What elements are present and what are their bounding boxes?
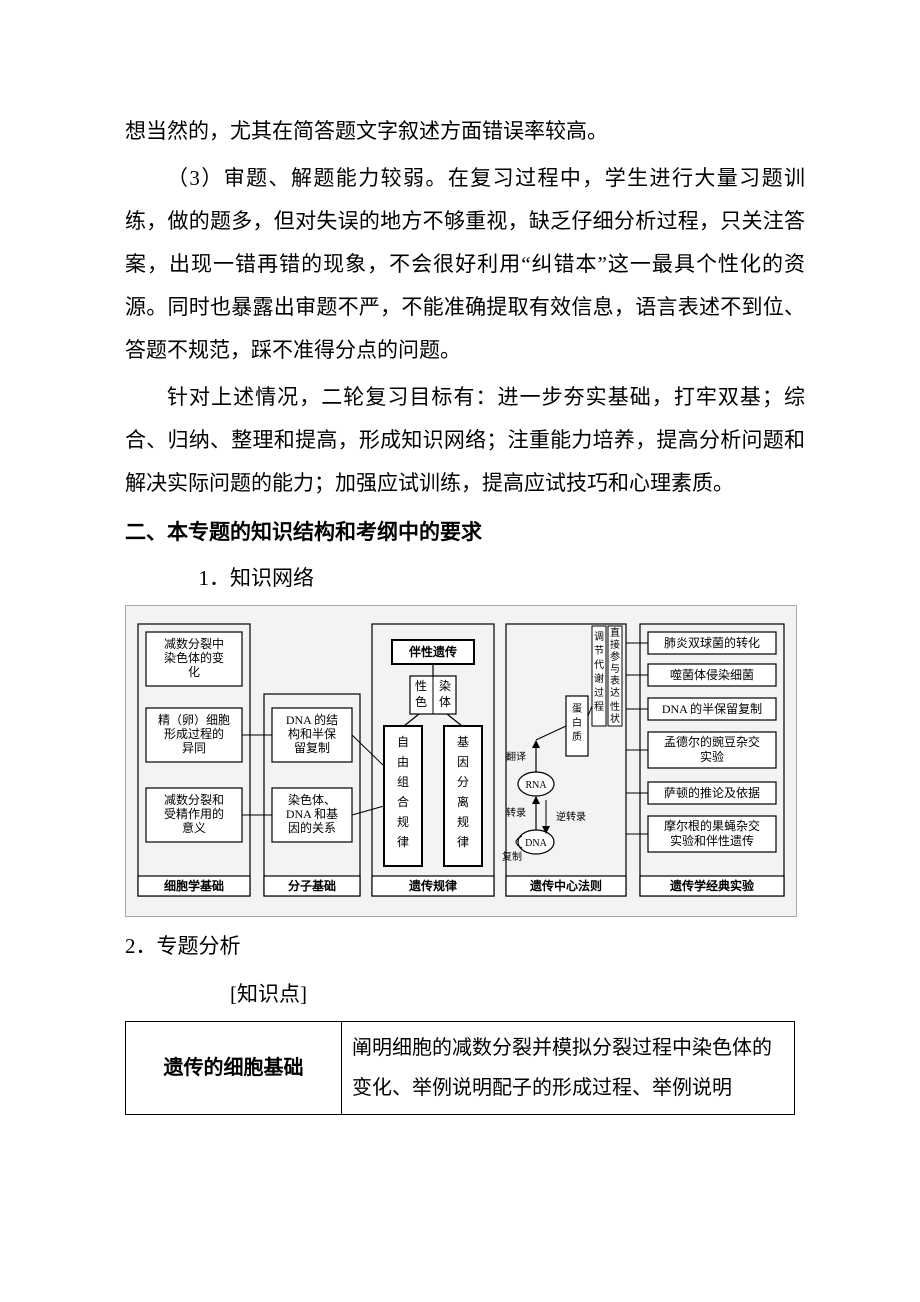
svg-text:化: 化	[188, 665, 200, 679]
box-mendel-pea: 孟德尔的豌豆杂交	[664, 734, 760, 749]
svg-text:实验和伴性遗传: 实验和伴性遗传	[670, 833, 754, 848]
svg-text:状: 状	[610, 712, 620, 725]
svg-text:染: 染	[439, 678, 451, 693]
kp-row-content: 阐明细胞的减数分裂并模拟分裂过程中染色体的变化、举例说明配子的形成过程、举例说明	[342, 1022, 795, 1115]
box-sutton: 萨顿的推论及依据	[664, 785, 760, 800]
document-page: 想当然的，尤其在简答题文字叙述方面错误率较高。 （3）审题、解题能力较弱。在复习…	[0, 0, 920, 1302]
svg-text:转录: 转录	[506, 806, 526, 819]
svg-text:规: 规	[397, 814, 409, 829]
svg-text:质: 质	[572, 731, 582, 743]
section-heading-2: 二、本专题的知识结构和考纲中的要求	[125, 511, 805, 553]
paragraph-item-3: （3）审题、解题能力较弱。在复习过程中，学生进行大量习题训练，做的题多，但对失误…	[125, 157, 805, 372]
svg-text:达: 达	[610, 687, 620, 699]
list-item-1: 1．知识网络	[125, 557, 805, 599]
svg-text:DNA 和基: DNA 和基	[286, 807, 338, 821]
svg-text:律: 律	[397, 835, 409, 849]
box-meiosis-fertilization: 减数分裂和	[164, 792, 224, 807]
paragraph-goals: 针对上述情况，二轮复习目标有：进一步夯实基础，打牢双基；综合、归纳、整理和提高，…	[125, 376, 805, 505]
svg-text:程: 程	[594, 701, 604, 713]
svg-text:染色体的变: 染色体的变	[164, 650, 224, 665]
box-phage-infection: 噬菌体侵染细菌	[670, 667, 754, 682]
svg-text:与: 与	[610, 663, 620, 675]
cat-classic-experiments: 遗传学经典实验	[669, 878, 755, 893]
svg-text:直: 直	[610, 626, 620, 639]
svg-text:因的关系: 因的关系	[288, 820, 336, 835]
paragraph-continuation: 想当然的，尤其在简答题文字叙述方面错误率较高。	[125, 110, 805, 153]
svg-text:组: 组	[397, 775, 409, 789]
dogma-dna: DNA	[525, 838, 547, 849]
cat-cell-basis: 细胞学基础	[164, 878, 224, 893]
svg-text:规: 规	[457, 814, 469, 829]
svg-text:实验: 实验	[700, 749, 724, 764]
svg-text:接: 接	[610, 638, 620, 651]
svg-text:色: 色	[415, 695, 427, 709]
cat-molecular-basis: 分子基础	[288, 878, 336, 893]
svg-text:形成过程的: 形成过程的	[164, 726, 224, 741]
svg-text:复制: 复制	[502, 850, 522, 863]
box-dna-structure: DNA 的结	[286, 712, 338, 727]
box-dna-semiconservative: DNA 的半保留复制	[662, 701, 762, 716]
svg-text:合: 合	[397, 794, 409, 809]
box-morgan-fruitfly: 摩尔根的果蝇杂交	[664, 818, 760, 833]
kp-row-header: 遗传的细胞基础	[126, 1022, 342, 1115]
dogma-protein: 蛋	[572, 703, 582, 715]
svg-text:参: 参	[610, 650, 620, 663]
svg-text:留复制: 留复制	[294, 741, 330, 755]
svg-text:调: 调	[594, 631, 604, 643]
list-item-2: 2．专题分析	[125, 925, 805, 967]
knowledge-point-label: [知识点]	[125, 973, 805, 1015]
svg-text:分: 分	[457, 775, 469, 789]
box-pneumococcus: 肺炎双球菌的转化	[664, 635, 760, 650]
svg-text:因: 因	[457, 755, 469, 769]
svg-text:表: 表	[610, 674, 620, 687]
box-meiosis-chrom-change: 减数分裂中	[164, 636, 224, 651]
svg-text:逆转录: 逆转录	[556, 810, 586, 823]
svg-text:体: 体	[439, 695, 451, 709]
box-free-combination: 自	[397, 735, 409, 749]
svg-text:由: 由	[397, 755, 409, 769]
box-segregation: 基	[457, 735, 469, 749]
svg-text:构和半保: 构和半保	[288, 726, 336, 741]
box-sex-linked: 伴性遗传	[408, 644, 457, 659]
box-chrom-dna-gene: 染色体、	[288, 792, 336, 807]
svg-text:律: 律	[457, 835, 469, 849]
svg-text:翻译: 翻译	[506, 751, 526, 763]
svg-text:过: 过	[594, 686, 604, 699]
sex-chrom-label: 性	[415, 679, 427, 693]
cat-genetic-laws: 遗传规律	[408, 878, 457, 893]
cat-central-dogma: 遗传中心法则	[529, 878, 602, 893]
svg-text:意义: 意义	[182, 820, 206, 835]
svg-text:白: 白	[572, 716, 582, 729]
svg-text:受精作用的: 受精作用的	[164, 806, 224, 821]
svg-text:离: 离	[457, 794, 469, 809]
dogma-rna: RNA	[525, 780, 547, 791]
svg-text:谢: 谢	[594, 672, 604, 685]
svg-text:代: 代	[594, 659, 604, 671]
box-sperm-egg-formation: 精（卵）细胞	[158, 713, 230, 727]
knowledge-point-table: 遗传的细胞基础 阐明细胞的减数分裂并模拟分裂过程中染色体的变化、举例说明配子的形…	[125, 1021, 795, 1115]
dogma-trait: 性	[610, 700, 620, 713]
svg-text:节: 节	[594, 645, 604, 657]
svg-text:异同: 异同	[182, 741, 206, 755]
knowledge-network-diagram: 细胞学基础 分子基础 遗传规律 遗传中心法则 遗传学经典实验 减数分裂中 染色体…	[125, 605, 797, 917]
